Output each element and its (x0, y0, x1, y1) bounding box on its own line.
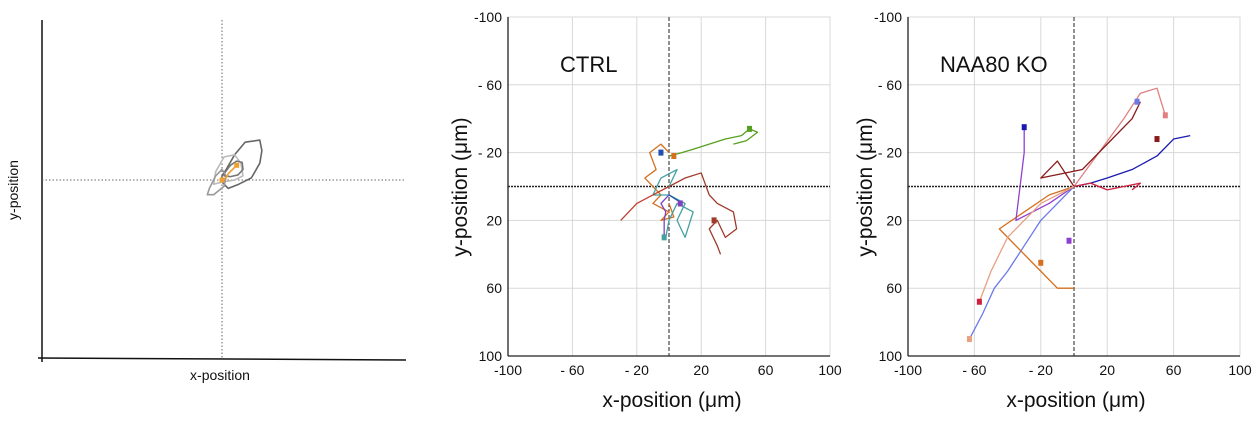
contour-outer-gray (221, 139, 263, 190)
x-tick-label: -100 (894, 362, 922, 378)
trajectory-red-left (620, 185, 670, 221)
x-axis-line (37, 357, 407, 361)
x-tick-label: -100 (494, 362, 522, 378)
trajectory-red (1073, 182, 1142, 191)
x-tick-label: - 60 (560, 362, 584, 378)
contour-small-gray (206, 168, 227, 196)
trajectory-brown (668, 172, 738, 255)
trajectory-dark-red (1040, 101, 1141, 187)
trajectory-orange (998, 185, 1075, 289)
trajectory-endpoint (976, 298, 982, 305)
y-tick-label: 100 (479, 348, 503, 364)
x-tick-label: - 20 (1029, 362, 1053, 378)
x-tick-label: 60 (758, 362, 774, 378)
trajectory-startpoint (219, 177, 225, 183)
x-tick-label: 20 (1099, 362, 1115, 378)
y-tick-label: 60 (886, 280, 902, 296)
y-tick-label: 60 (486, 280, 502, 296)
y-tick-label: - 20 (478, 145, 502, 161)
chart-title: NAA80 KO (940, 52, 1048, 77)
y-tick-label: -100 (474, 9, 502, 25)
y-tick-label: - 60 (478, 77, 502, 93)
contour-light-outer (212, 154, 244, 185)
x-tick-label: 60 (1166, 362, 1182, 378)
trajectory-endpoint (1066, 237, 1072, 244)
trajectory-purple (660, 194, 670, 238)
trajectory-endpoint (661, 234, 667, 241)
trajectory-teal (652, 168, 694, 239)
chart-title: CTRL (560, 52, 617, 77)
trajectory-salmon (978, 185, 1075, 302)
x-tick-label: 20 (693, 362, 709, 378)
trajectory-light-blue (968, 186, 1075, 340)
y-axis-label: y-position (5, 160, 21, 220)
y-tick-label: 20 (486, 212, 502, 228)
x-tick-label: - 20 (625, 362, 649, 378)
x-axis-label: x-position (μm) (1006, 389, 1145, 412)
trajectory-endpoint (1162, 112, 1168, 119)
trajectory-endpoint (671, 152, 677, 159)
trajectory-endpoint (966, 336, 972, 343)
trajectory-purple (1015, 127, 1075, 222)
trajectory-endpoint (677, 200, 683, 207)
trajectory-endpoint (1038, 259, 1044, 266)
y-axis-label: y-position (μm) (449, 117, 472, 256)
x-tick-label: 100 (1228, 362, 1252, 378)
trajectory-endpoint (747, 125, 752, 132)
trajectory-green (668, 128, 759, 157)
panel-schematic: x-position y-position (5, 20, 407, 383)
x-tick-label: 100 (818, 362, 842, 378)
y-tick-label: -100 (874, 9, 902, 25)
y-tick-label: - 60 (878, 77, 902, 93)
trajectory-pink (1073, 87, 1166, 187)
trajectory-endpoint (658, 149, 664, 156)
x-tick-label: - 60 (962, 362, 986, 378)
y-tick-label: 100 (879, 348, 903, 364)
trajectory-endpoint (711, 217, 717, 224)
y-axis-label: y-position (μm) (854, 117, 877, 256)
trajectory-endpoint (234, 162, 240, 168)
y-tick-label: 20 (886, 212, 902, 228)
trajectory-endpoint (1134, 98, 1140, 105)
trajectory-endpoint (1154, 136, 1160, 143)
x-axis-label: x-position (μm) (602, 389, 741, 412)
trajectory-endpoint (1021, 124, 1027, 131)
x-axis-label: x-position (190, 367, 250, 383)
y-tick-label: - 20 (878, 145, 902, 161)
